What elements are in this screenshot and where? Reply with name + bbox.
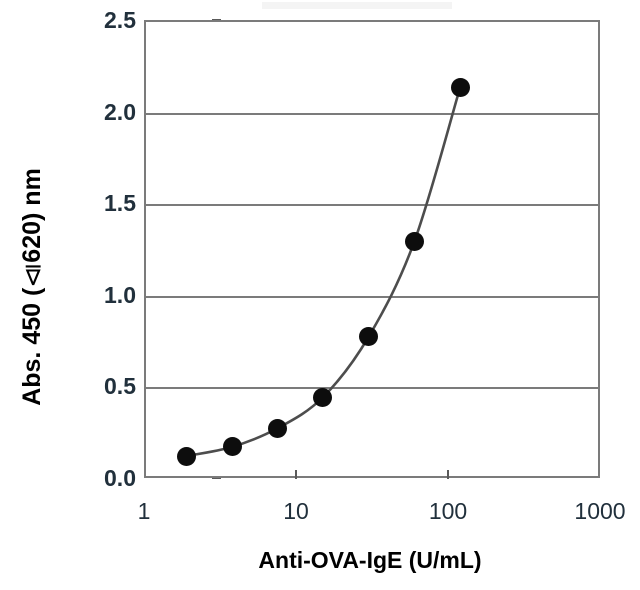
- x-tick-mark: [295, 470, 297, 479]
- x-tick-label: 1: [137, 498, 151, 524]
- data-point: [176, 446, 196, 466]
- y-tick-label: 2.5: [104, 7, 136, 33]
- data-point: [313, 387, 333, 407]
- y-axis-ticks: 0.0 0.5 1.0 1.5 2.0 2.5: [68, 7, 221, 491]
- y-tick-mark: [212, 477, 221, 479]
- data-point: [267, 419, 287, 439]
- x-axis-title: Anti-OVA-IgE (U/mL): [258, 547, 482, 573]
- y-tick-label: 0.5: [104, 373, 136, 400]
- x-tick-label: 1000: [574, 498, 626, 524]
- y-tick-label: 2.0: [104, 98, 136, 125]
- y-tick-label: 1.0: [104, 281, 136, 308]
- data-point: [404, 232, 424, 252]
- y-tick-label: 0.0: [104, 465, 136, 491]
- x-axis-ticks: 1 10 100 1000: [0, 470, 640, 526]
- y-tick-label: 1.5: [104, 190, 136, 217]
- data-point: [450, 78, 470, 98]
- x-tick-mark: [447, 470, 449, 479]
- x-tick-label: 10: [283, 498, 309, 524]
- data-point: [359, 327, 379, 347]
- data-point: [222, 437, 242, 457]
- top-edge-artifact: [262, 2, 452, 9]
- x-tick-label: 100: [428, 498, 468, 524]
